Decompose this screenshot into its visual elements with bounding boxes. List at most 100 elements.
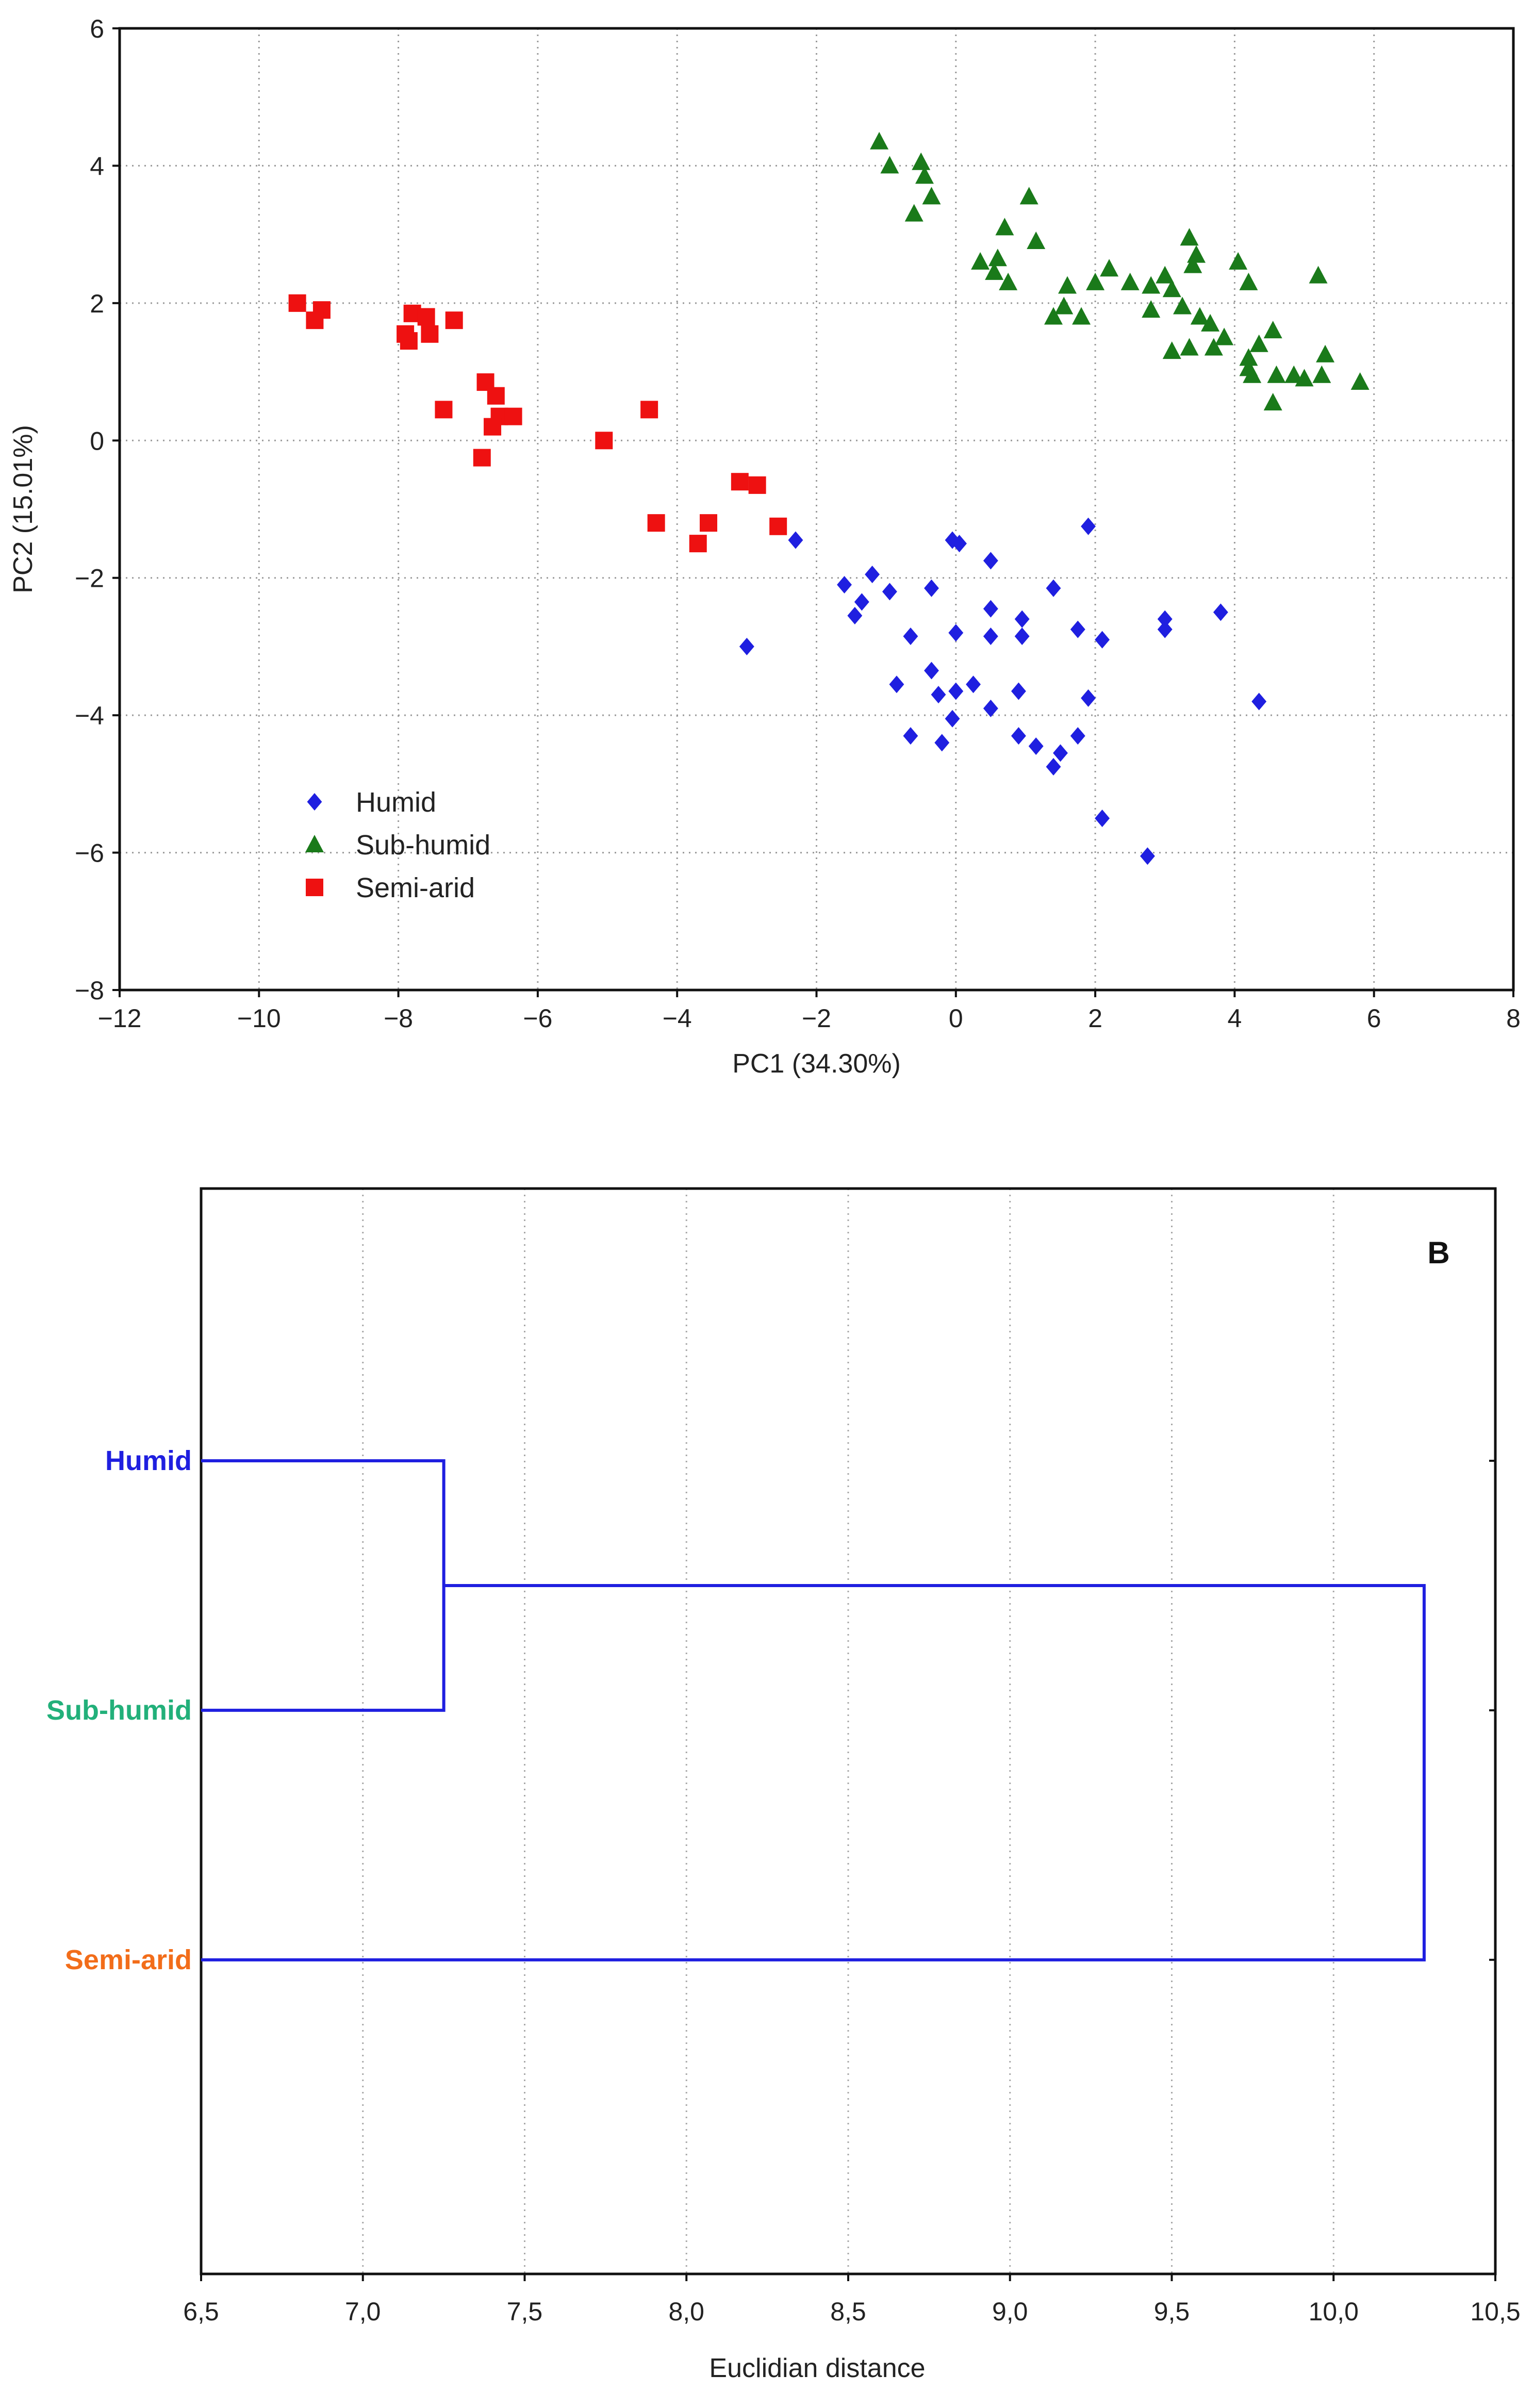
sub-humid-point [870, 131, 889, 150]
semi-arid-point [417, 308, 435, 326]
humid-point [739, 637, 754, 655]
humid-point [788, 531, 803, 549]
sub-humid-point [1316, 344, 1335, 362]
humid-point [1014, 627, 1030, 645]
sub-humid-point [1120, 272, 1140, 290]
dendrogram-link-root [201, 1584, 1426, 1961]
sub-humid-point [995, 218, 1014, 236]
sub-humid-point [1044, 307, 1063, 325]
semi-arid-point [595, 432, 613, 450]
dendrogram-leaf-semi-arid: Semi-arid [65, 1944, 192, 1975]
humid-point [1046, 758, 1061, 776]
sub-humid-point [1190, 307, 1209, 325]
sub-humid-point [1267, 365, 1286, 383]
dendrogram-x-tick-label: 10,5 [1470, 2297, 1520, 2326]
humid-point [945, 710, 960, 728]
humid-point [948, 682, 964, 700]
sub-humid-point [1295, 369, 1314, 387]
sub-humid-point [1201, 314, 1220, 332]
dendrogram-x-tick-label: 8,0 [668, 2297, 704, 2326]
sub-humid-point [988, 249, 1007, 267]
humid-point [931, 686, 946, 704]
humid-point [924, 662, 939, 680]
dendrogram-x-tick-label: 7,0 [345, 2297, 381, 2326]
pca-legend: Humid Sub-humid Semi-arid [305, 787, 490, 903]
pca-x-tick-label: −10 [237, 1004, 281, 1033]
semi-arid-point [504, 407, 522, 425]
sub-humid-point [1058, 276, 1077, 294]
dendrogram-x-tick-label: 9,0 [992, 2297, 1028, 2326]
sub-humid-point [1054, 296, 1074, 315]
sub-humid-point [1284, 365, 1304, 383]
sub-humid-point [912, 152, 931, 170]
pca-y-tick-label: −6 [75, 839, 104, 868]
pca-x-tick-label: −6 [523, 1004, 552, 1033]
sub-humid-point [915, 166, 934, 184]
humid-point [1157, 610, 1173, 628]
sub-humid-point [1180, 338, 1199, 356]
sub-humid-point [1204, 338, 1223, 356]
humid-point [1095, 631, 1110, 649]
pca-y-tick-label: −2 [75, 564, 104, 593]
humid-point [1070, 620, 1085, 638]
sub-humid-point [1263, 393, 1282, 411]
sub-humid-point [1215, 327, 1234, 345]
sub-humid-point [1183, 255, 1202, 273]
dendrogram-links [201, 1459, 1426, 1961]
sub-humid-point [1019, 187, 1038, 205]
sub-humid-point [1229, 252, 1248, 270]
pca-y-tick-label: 0 [90, 426, 104, 455]
humid-point [882, 583, 897, 601]
pca-x-tick-label: −12 [98, 1004, 142, 1033]
pca-y-tick-label: 6 [90, 14, 104, 43]
sub-humid-point [1100, 259, 1119, 277]
humid-point [948, 624, 964, 642]
sub-humid-point [1309, 266, 1328, 284]
humid-point [983, 552, 998, 570]
sub-humid-point [1086, 272, 1105, 290]
humid-point [1046, 579, 1061, 597]
pca-x-tick-label: 6 [1367, 1004, 1381, 1033]
sub-humid-point [985, 262, 1004, 280]
sub-humid-point [1180, 228, 1199, 246]
dendrogram-x-tick-label: 6,5 [183, 2297, 219, 2326]
humid-point [1028, 737, 1044, 755]
humid-point [983, 627, 998, 645]
dendrogram-leaf-sub-humid: Sub-humid [46, 1695, 192, 1726]
humid-point [865, 566, 880, 584]
humid-point [1251, 692, 1267, 711]
pca-y-tick-label: 4 [90, 152, 104, 180]
sub-humid-point [1239, 348, 1258, 366]
sub-humid-point [880, 156, 899, 174]
humid-point [854, 593, 869, 611]
humid-point [952, 535, 967, 553]
semi-arid-point [288, 294, 306, 312]
sub-humid-point [1027, 231, 1046, 249]
sub-humid-point [1312, 365, 1331, 383]
semi-arid-point [689, 535, 707, 553]
humid-point [934, 734, 950, 752]
semi-arid-point [647, 514, 665, 532]
humid-point [983, 699, 998, 717]
humid-point [1213, 603, 1228, 621]
pca-y-axis-title: PC2 (15.01%) [8, 425, 38, 593]
humid-point [1011, 727, 1026, 745]
pca-data-points [288, 131, 1370, 865]
legend-label-humid: Humid [356, 787, 436, 818]
dendrogram-right-ticks [1489, 1460, 1495, 1961]
sub-humid-point [1173, 296, 1192, 315]
humid-point [1011, 682, 1026, 700]
dendrogram-x-axis-title: Euclidian distance [709, 2353, 925, 2383]
pca-x-tick-label: 8 [1506, 1004, 1521, 1033]
sub-humid-point [1243, 365, 1262, 383]
semi-arid-point [700, 514, 718, 532]
pca-scatter-panel: −12 −10 −8 −6 −4 −2 0 2 4 6 8 −8 −6 −4 −2 0 2 4 6 PC1 (34.… [8, 14, 1521, 1079]
pca-tick-labels: −12 −10 −8 −6 −4 −2 0 2 4 6 8 −8 −6 −4 −2 0 2 4 6 [75, 14, 1521, 1033]
semi-arid-point [435, 401, 453, 419]
dendrogram-x-tick-label: 9,5 [1154, 2297, 1190, 2326]
pca-y-tick-label: 2 [90, 289, 104, 318]
sub-humid-point [922, 187, 941, 205]
legend-semi-arid-marker [306, 879, 323, 896]
semi-arid-point [640, 401, 658, 419]
